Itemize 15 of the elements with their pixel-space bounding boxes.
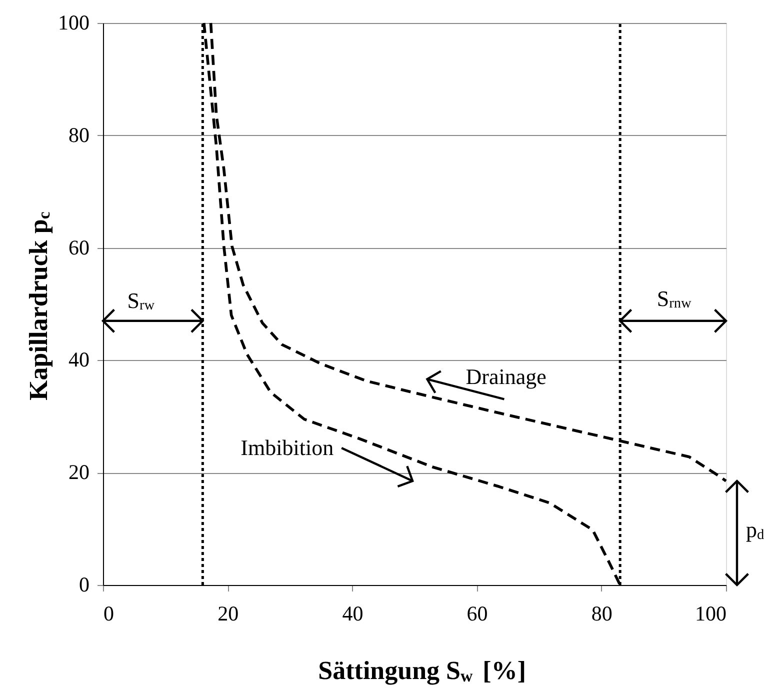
y-tick-label: 0 bbox=[79, 572, 90, 596]
x-tick-label: 80 bbox=[591, 602, 612, 626]
annotation: Drainage bbox=[466, 364, 546, 390]
y-tick-label: 40 bbox=[68, 348, 90, 372]
x-tick-label: 60 bbox=[466, 602, 488, 626]
x-tick-label: 20 bbox=[218, 602, 239, 626]
y-tick-label: 20 bbox=[68, 460, 90, 484]
y-axis-title: Kapillardruck pc bbox=[24, 211, 54, 401]
annotation: Imbibition bbox=[240, 434, 334, 460]
x-tick-label: 0 bbox=[104, 602, 114, 626]
y-tick-label: 60 bbox=[68, 235, 90, 260]
x-tick-label: 100 bbox=[695, 602, 726, 626]
y-tick-label: 80 bbox=[68, 122, 90, 147]
x-tick-label: 40 bbox=[342, 602, 364, 626]
y-tick-label: 100 bbox=[58, 10, 90, 34]
